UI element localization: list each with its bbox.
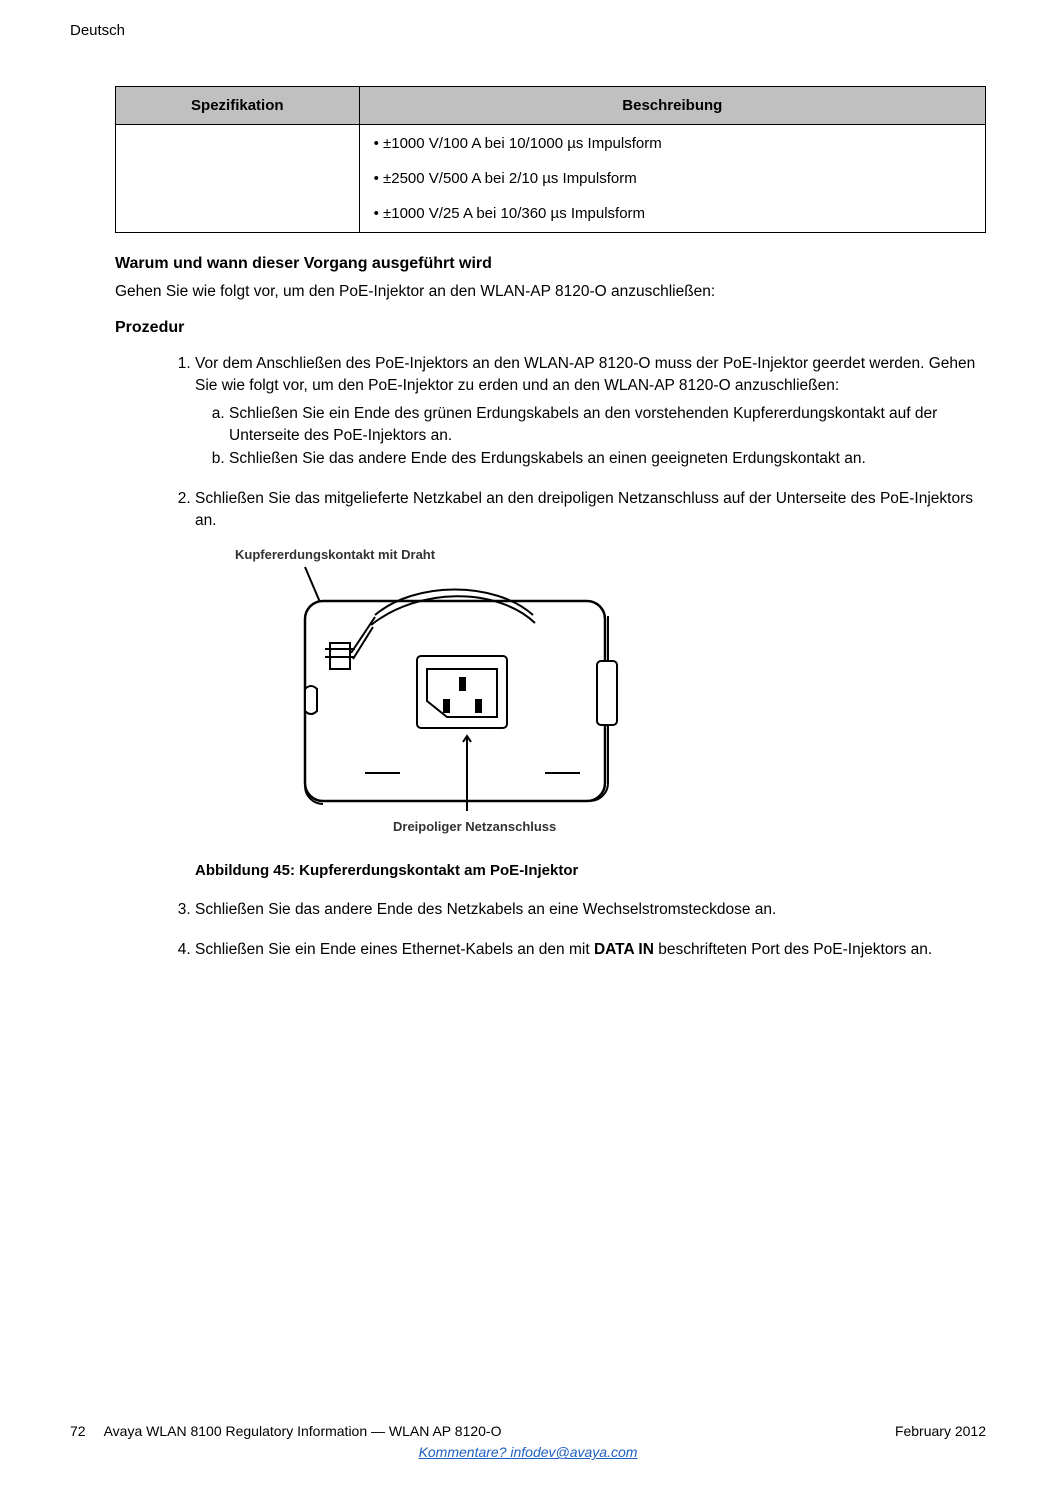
step4-post: beschrifteten Port des PoE-Injektors an. — [654, 941, 932, 958]
step4-strong: DATA IN — [594, 941, 654, 958]
spec-bullet: • ±2500 V/500 A bei 2/10 µs Impulsform — [374, 168, 975, 189]
doc-title: Avaya WLAN 8100 Regulatory Information —… — [104, 1422, 502, 1442]
spec-col-header: Spezifikation — [116, 87, 360, 125]
page-number: 72 — [70, 1422, 86, 1442]
step2-text: Schließen Sie das mitgelieferte Netzkabe… — [195, 490, 973, 529]
poe-injector-figure: Kupfererdungskontakt mit Draht — [195, 541, 695, 846]
procedure-step: Schließen Sie das mitgelieferte Netzkabe… — [195, 488, 986, 881]
procedure-step: Schließen Sie das andere Ende des Netzka… — [195, 899, 986, 921]
spec-cell — [116, 125, 360, 233]
spec-bullet: • ±1000 V/25 A bei 10/360 µs Impulsform — [374, 203, 975, 224]
procedure-step: Vor dem Anschließen des PoE-Injektors an… — [195, 353, 986, 469]
table-row: • ±1000 V/100 A bei 10/1000 µs Impulsfor… — [116, 125, 986, 233]
figure-caption: Abbildung 45: Kupfererdungskontakt am Po… — [195, 860, 986, 881]
procedure-step: Schließen Sie ein Ende eines Ethernet-Ka… — [195, 939, 986, 961]
desc-cell: • ±1000 V/100 A bei 10/1000 µs Impulsfor… — [359, 125, 985, 233]
page-header-language: Deutsch — [70, 20, 986, 41]
substep: Schließen Sie ein Ende des grünen Erdung… — [229, 403, 986, 446]
heading-why-when: Warum und wann dieser Vorgang ausgeführt… — [115, 253, 986, 275]
figure-top-label: Kupfererdungskontakt mit Draht — [235, 547, 436, 562]
step1-text: Vor dem Anschließen des PoE-Injektors an… — [195, 355, 975, 394]
spec-table: Spezifikation Beschreibung • ±1000 V/100… — [115, 86, 986, 233]
spec-bullet: • ±1000 V/100 A bei 10/1000 µs Impulsfor… — [374, 133, 975, 154]
substep: Schließen Sie das andere Ende des Erdung… — [229, 448, 986, 470]
figure-bottom-label: Dreipoliger Netzanschluss — [393, 819, 556, 834]
intro-paragraph: Gehen Sie wie folgt vor, um den PoE-Inje… — [115, 281, 986, 303]
procedure-list: Vor dem Anschließen des PoE-Injektors an… — [165, 353, 986, 960]
desc-col-header: Beschreibung — [359, 87, 985, 125]
footer-comments-link[interactable]: Kommentare? infodev@avaya.com — [70, 1443, 986, 1463]
figure-container: Kupfererdungskontakt mit Draht — [195, 541, 986, 846]
footer-date: February 2012 — [895, 1422, 986, 1442]
page-footer: 72 Avaya WLAN 8100 Regulatory Informatio… — [0, 1422, 1056, 1463]
step4-pre: Schließen Sie ein Ende eines Ethernet-Ka… — [195, 941, 594, 958]
heading-procedure: Prozedur — [115, 317, 986, 339]
